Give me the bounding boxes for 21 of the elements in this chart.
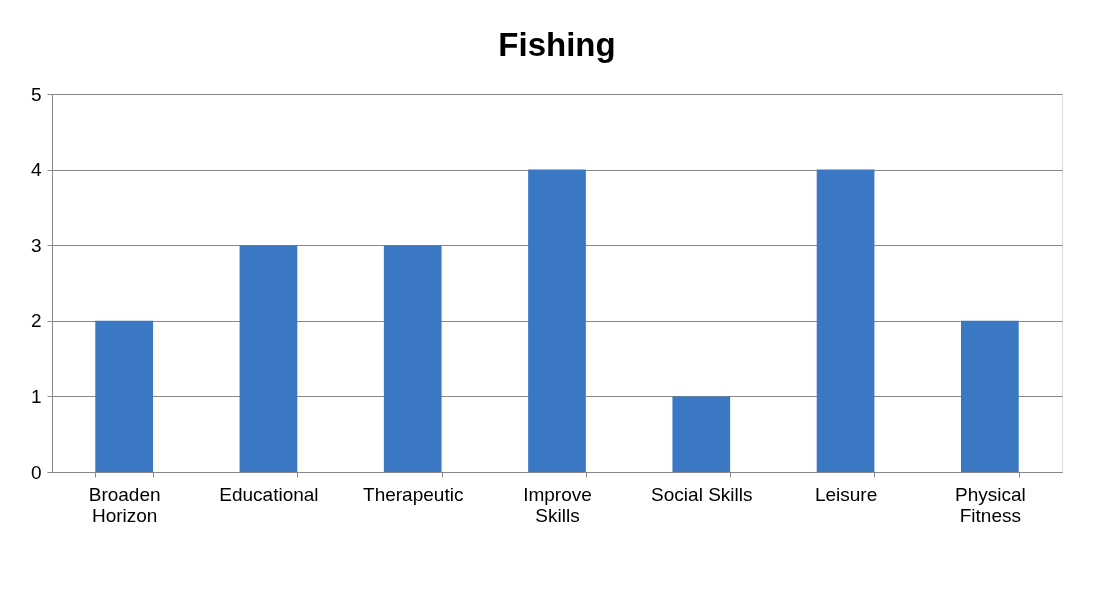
bar — [239, 245, 298, 472]
bar — [961, 320, 1019, 472]
bar — [383, 245, 442, 472]
y-tick-label: 3 — [30, 234, 42, 256]
y-tick-label: 2 — [30, 310, 42, 332]
x-tick-label: Educational — [219, 483, 319, 505]
bar — [528, 169, 586, 472]
y-tick-label: 0 — [30, 461, 42, 483]
x-tick-label: Therapeutic — [363, 483, 464, 505]
x-tick-label: Improve Skills — [523, 483, 592, 526]
x-tick-label: Social Skills — [651, 483, 753, 505]
x-tick-label: Leisure — [814, 483, 878, 505]
y-tick-label: 4 — [30, 159, 42, 181]
y-tick-label: 5 — [30, 83, 42, 105]
x-tick-label: Physical Fitness — [954, 483, 1026, 526]
bar — [672, 396, 731, 472]
chart-title: Fishing — [498, 26, 616, 63]
y-tick-label: 1 — [30, 385, 42, 407]
bar — [95, 320, 153, 472]
bar — [816, 169, 875, 472]
x-tick-label: Broaden Horizon — [88, 483, 161, 526]
